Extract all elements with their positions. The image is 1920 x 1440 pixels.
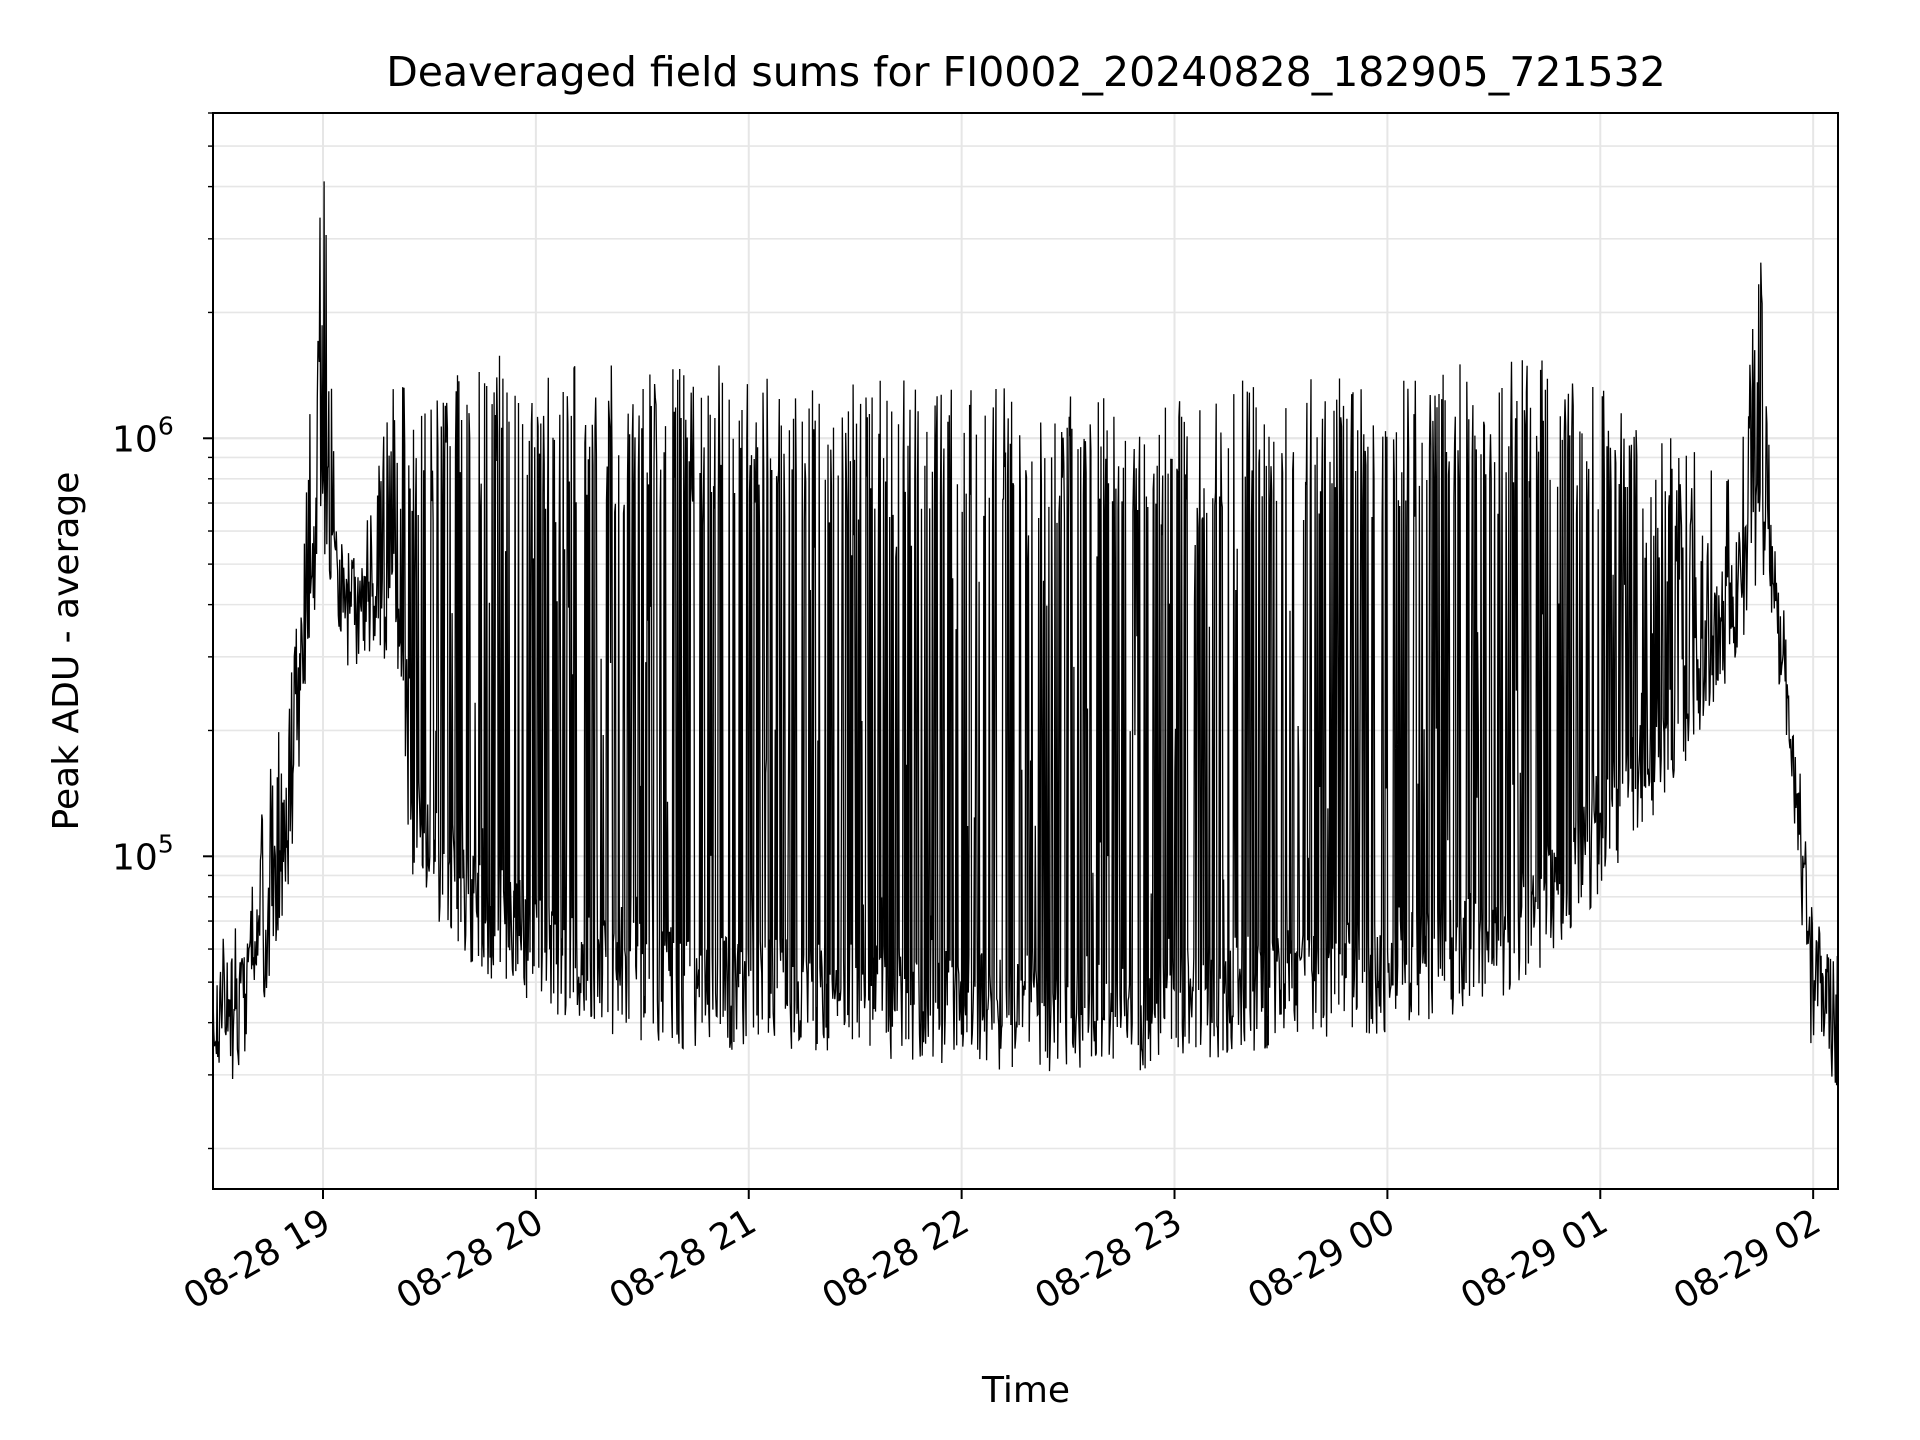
y-tick-label: 106 (112, 411, 174, 460)
y-tick-exponent: 6 (158, 411, 174, 440)
plot-frame (212, 112, 1839, 1190)
peak-adu-series (213, 181, 1838, 1086)
y-tick-base: 10 (112, 837, 158, 878)
x-axis-label: Time (981, 1370, 1070, 1411)
y-tick-base: 10 (112, 419, 158, 460)
data-series-line (213, 181, 1838, 1086)
y-tick-label: 105 (112, 829, 174, 878)
y-axis-label: Peak ADU - average (46, 472, 87, 831)
chart-title: Deaveraged field sums for FI0002_2024082… (386, 48, 1666, 96)
y-tick-exponent: 5 (158, 829, 174, 858)
